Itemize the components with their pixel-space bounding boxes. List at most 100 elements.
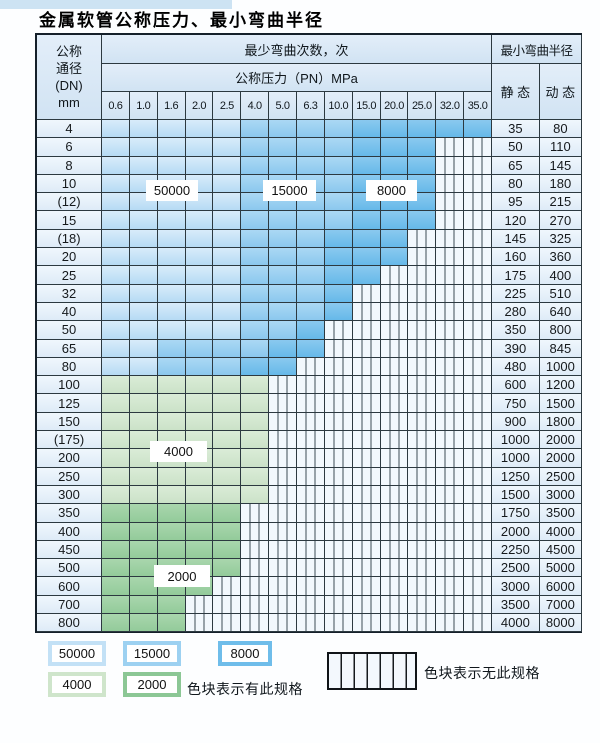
spec-cell-none: [324, 540, 353, 560]
spec-cell-none: [269, 595, 298, 615]
spec-cell-none: [352, 357, 381, 377]
spec-cell-none: [464, 449, 493, 468]
spec-cell-none: [352, 522, 381, 541]
spec-cell-none: [380, 595, 409, 615]
spec-cell-none: [352, 540, 381, 560]
spec-cell-none: [380, 302, 409, 322]
dn-cell: 200: [37, 449, 102, 468]
spec-cell: [213, 540, 242, 560]
spec-cell-none: [380, 321, 409, 340]
spec-cell: [241, 193, 270, 212]
spec-cell-none: [408, 229, 437, 249]
static-radius-cell: 2500: [492, 559, 540, 578]
spec-cell: [129, 504, 158, 523]
spec-cell-none: [297, 394, 325, 413]
dn-cell: 450: [37, 540, 102, 560]
spec-cell-none: [436, 266, 465, 285]
spec-cell: [297, 302, 325, 322]
spec-cell-none: [464, 357, 493, 377]
dynamic-radius-cell: 145: [539, 156, 583, 175]
spec-cell-none: [380, 522, 409, 541]
dynamic-radius-cell: 325: [539, 229, 583, 249]
spec-cell: [157, 138, 186, 157]
spec-cell: [213, 193, 242, 212]
spec-cell-none: [408, 284, 437, 303]
legend-chip-label: 4000: [52, 676, 102, 693]
spec-cell: [129, 614, 158, 633]
spec-cell: [102, 138, 130, 157]
spec-cell-none: [324, 431, 353, 450]
static-radius-cell: 1000: [492, 449, 540, 468]
spec-cell: [213, 431, 242, 450]
spec-cell-none: [464, 321, 493, 340]
spec-cell-none: [464, 595, 493, 615]
spec-cell: [269, 284, 298, 303]
spec-cell: [102, 321, 130, 340]
spec-cell: [129, 229, 158, 249]
spec-cell-none: [436, 339, 465, 358]
spec-cell-none: [352, 595, 381, 615]
spec-cell: [102, 412, 130, 432]
spec-cell: [129, 522, 158, 541]
spec-cell: [185, 394, 214, 413]
spec-cell: [129, 540, 158, 560]
spec-cell-none: [408, 302, 437, 322]
spec-cell: [213, 174, 242, 194]
dn-cell: 150: [37, 412, 102, 432]
dynamic-radius-cell: 5000: [539, 559, 583, 578]
spec-cell: [269, 321, 298, 340]
spec-cell: [157, 229, 186, 249]
spec-cell-none: [464, 485, 493, 505]
spec-cell-none: [380, 467, 409, 486]
spec-cell-none: [436, 302, 465, 322]
dynamic-radius-cell: 400: [539, 266, 583, 285]
dn-cell: 350: [37, 504, 102, 523]
spec-cell: [241, 357, 270, 377]
spec-cell-none: [436, 577, 465, 596]
static-radius-cell: 65: [492, 156, 540, 175]
pressure-tick-6.3: 6.3: [297, 92, 325, 120]
legend-has-spec-note: 色块表示有此规格: [187, 681, 303, 697]
static-radius-cell: 2250: [492, 540, 540, 560]
spec-cell: [408, 156, 437, 175]
spec-cell-none: [380, 449, 409, 468]
spec-cell-none: [269, 376, 298, 395]
spec-cell: [102, 449, 130, 468]
dynamic-radius-cell: 2000: [539, 431, 583, 450]
spec-cell: [185, 156, 214, 175]
spec-cell-none: [464, 339, 493, 358]
dn-cell: 65: [37, 339, 102, 358]
spec-cell-none: [464, 394, 493, 413]
spec-cell: [129, 156, 158, 175]
spec-cell: [157, 284, 186, 303]
spec-cell-none: [380, 504, 409, 523]
spec-cell-none: [352, 431, 381, 450]
dn-cell: 700: [37, 595, 102, 615]
spec-cell-none: [464, 559, 493, 578]
header-dn-line: 公称: [55, 44, 82, 59]
spec-cell: [297, 266, 325, 285]
spec-cell: [213, 559, 242, 578]
spec-cell: [213, 504, 242, 523]
pressure-tick-25.0: 25.0: [408, 92, 437, 120]
static-radius-cell: 3500: [492, 595, 540, 615]
spec-cell-none: [324, 376, 353, 395]
spec-cell-none: [241, 559, 270, 578]
static-radius-cell: 280: [492, 302, 540, 322]
spec-cell: [102, 577, 130, 596]
spec-cell: [157, 321, 186, 340]
spec-cell: [129, 211, 158, 230]
spec-cell: [157, 357, 186, 377]
spec-cell-none: [297, 504, 325, 523]
spec-cell: [129, 412, 158, 432]
spec-cell-none: [297, 522, 325, 541]
spec-cell: [213, 485, 242, 505]
spec-cell-none: [352, 394, 381, 413]
spec-cell: [157, 394, 186, 413]
spec-cell: [241, 321, 270, 340]
spec-cell-none: [464, 284, 493, 303]
spec-cell-none: [380, 339, 409, 358]
spec-cell: [102, 284, 130, 303]
spec-cell-none: [464, 431, 493, 450]
